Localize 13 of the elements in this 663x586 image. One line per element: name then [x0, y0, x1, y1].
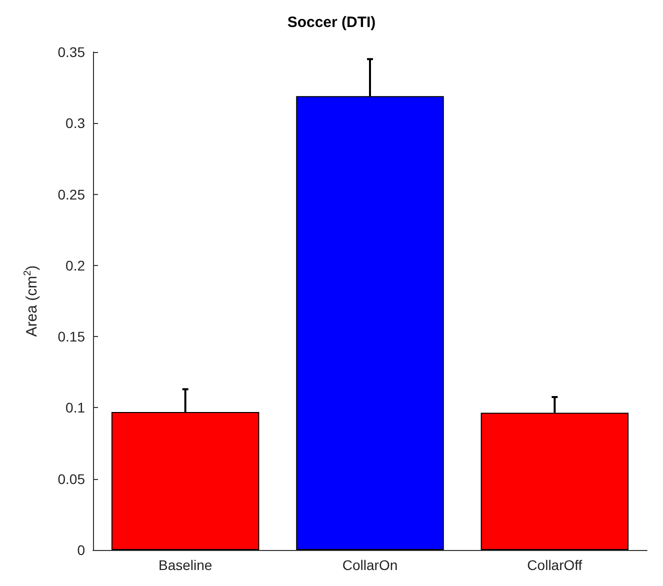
y-tick-label: 0.15	[58, 328, 86, 345]
x-tick-label: Baseline	[158, 557, 212, 573]
y-tick-label: 0	[77, 542, 86, 558]
y-axis-title: Area (cm2)	[22, 265, 40, 337]
y-tick-label: 0.35	[58, 44, 86, 60]
x-tick-label: CollarOff	[527, 557, 582, 573]
y-tick-label: 0.25	[58, 186, 86, 202]
y-tick-label: 0.2	[66, 257, 86, 274]
y-tick-label: 0.1	[66, 400, 86, 416]
chart-title: Soccer (DTI)	[287, 14, 376, 31]
x-tick-label: CollarOn	[342, 557, 398, 573]
y-tick-label: 0.3	[66, 115, 86, 132]
y-tick-label: 0.05	[58, 470, 86, 487]
